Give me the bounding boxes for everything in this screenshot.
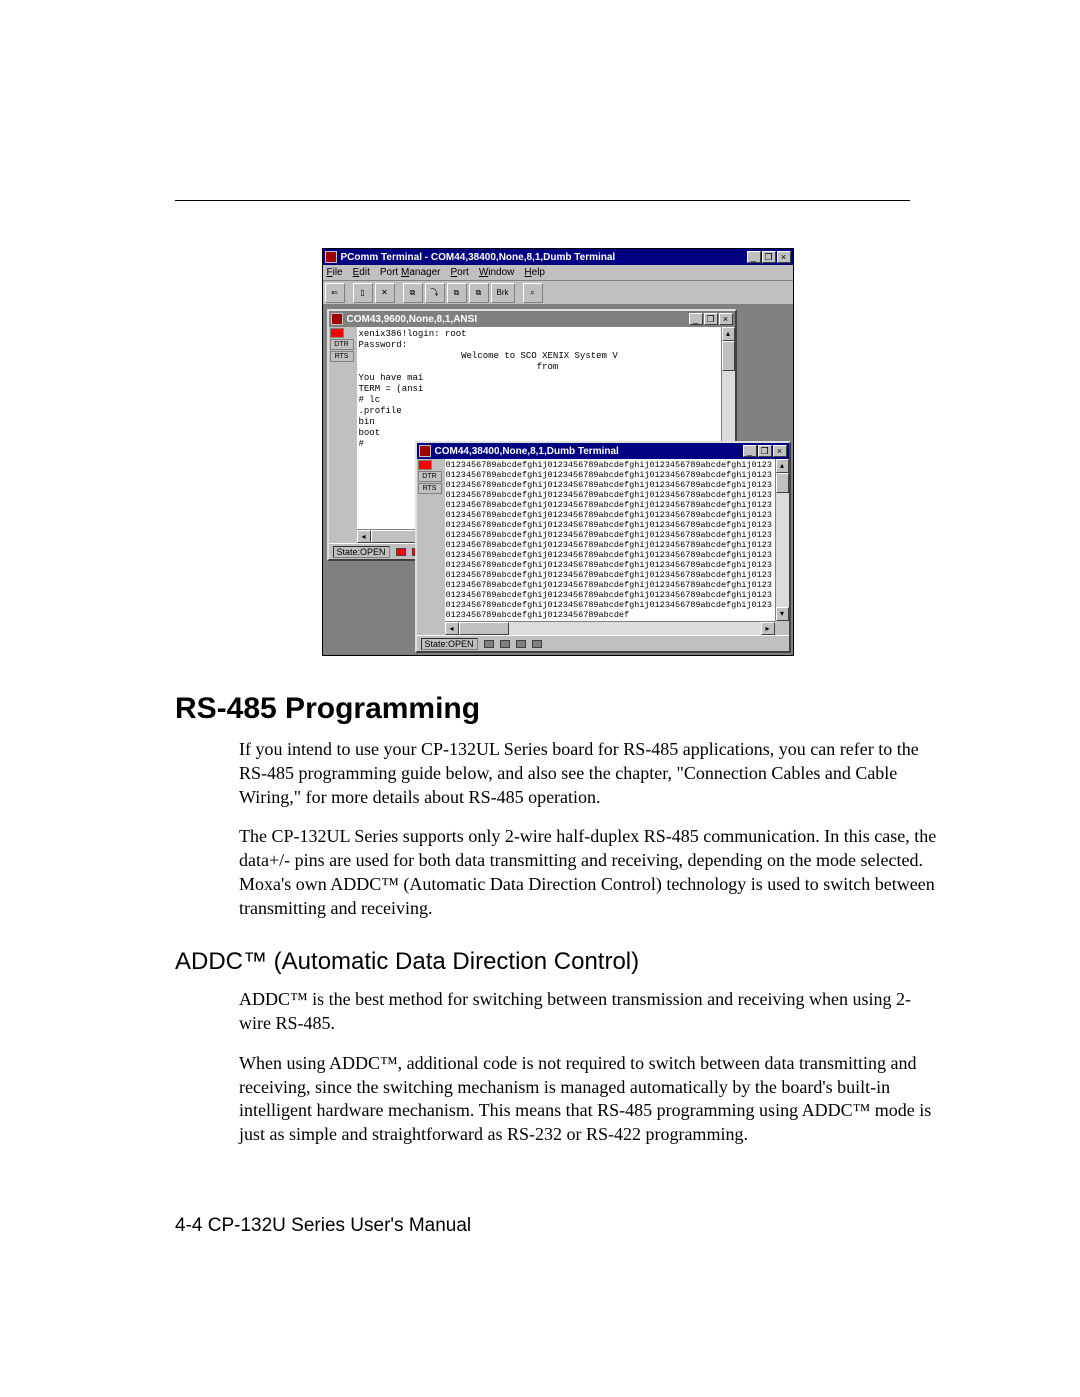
hscrollbar[interactable]: ◂ ▸ [445,621,775,635]
menu-help[interactable]: Help [524,267,545,278]
status-led-icon [532,640,542,648]
app-title: PComm Terminal - COM44,38400,None,8,1,Du… [341,252,747,263]
child-titlebar-com43[interactable]: COM43,9600,None,8,1,ANSI _ ❐ × [329,311,735,327]
header-rule [175,200,910,201]
menu-port[interactable]: Port [450,267,468,278]
scroll-left-icon[interactable]: ◂ [357,530,371,543]
scroll-down-icon[interactable]: ▾ [776,607,789,621]
side-label-dtr: DTR [330,339,354,350]
toolbar-btn-6[interactable]: ⧉ [447,283,467,303]
toolbar-btn-5[interactable]: ⤵ [425,283,445,303]
status-state: State:OPEN [333,546,390,558]
side-label-rts: RTS [330,351,354,362]
scroll-thumb-h[interactable] [459,622,509,635]
scroll-thumb[interactable] [722,341,735,371]
heading-addc: ADDC™ (Automatic Data Direction Control) [175,948,940,976]
menu-port-manager[interactable]: Port Manager [380,267,441,278]
scroll-up-icon[interactable]: ▴ [722,327,735,341]
toolbar-btn-7[interactable]: ⧉ [469,283,489,303]
scroll-left-icon[interactable]: ◂ [445,622,459,635]
scroll-corner [775,621,789,635]
toolbar: ⇐ ▯ ✕ ⧉ ⤵ ⧉ ⧉ Brk ⌕ [323,281,793,305]
status-led-icon [516,640,526,648]
status-led-icon [396,548,406,556]
screenshot-figure: PComm Terminal - COM44,38400,None,8,1,Du… [175,248,940,656]
led-red-icon [418,460,432,470]
maximize-button[interactable]: ❐ [762,251,776,263]
child-min-button[interactable]: _ [689,313,703,325]
menu-file[interactable]: File [327,267,343,278]
menubar: File Edit Port Manager Port Window Help [323,265,793,281]
toolbar-btn-4[interactable]: ⧉ [403,283,423,303]
toolbar-btn-brk[interactable]: Brk [491,283,515,303]
child-max-button[interactable]: ❐ [704,313,718,325]
child-title-com44: COM44,38400,None,8,1,Dumb Terminal [435,446,743,457]
app-icon [325,251,337,263]
child-max-button[interactable]: ❐ [758,445,772,457]
terminal-icon [419,445,431,457]
scroll-up-icon[interactable]: ▴ [776,459,789,473]
side-label-rts: RTS [418,483,442,494]
toolbar-btn-2[interactable]: ▯ [353,283,373,303]
page-root: PComm Terminal - COM44,38400,None,8,1,Du… [0,0,1080,1397]
menu-edit[interactable]: Edit [353,267,370,278]
child-titlebar-com44[interactable]: COM44,38400,None,8,1,Dumb Terminal _ ❐ × [417,443,789,459]
status-state: State:OPEN [421,638,478,650]
page-footer: 4-4 CP-132U Series User's Manual [175,1215,471,1237]
heading-rs485: RS-485 Programming [175,692,940,726]
minimize-button[interactable]: _ [747,251,761,263]
side-panel-com43: DTR RTS [329,327,357,543]
app-titlebar[interactable]: PComm Terminal - COM44,38400,None,8,1,Du… [323,249,793,265]
led-red-icon [330,328,344,338]
statusbar-com44: State:OPEN [417,635,789,651]
child-min-button[interactable]: _ [743,445,757,457]
app-window: PComm Terminal - COM44,38400,None,8,1,Du… [322,248,794,656]
scroll-thumb[interactable] [776,473,789,493]
para-2: The CP-132UL Series supports only 2-wire… [239,825,940,920]
toolbar-btn-8[interactable]: ⌕ [523,283,543,303]
child-close-button[interactable]: × [773,445,787,457]
child-window-com44[interactable]: COM44,38400,None,8,1,Dumb Terminal _ ❐ ×… [415,441,791,653]
side-label-dtr: DTR [418,471,442,482]
child-title-com43: COM43,9600,None,8,1,ANSI [347,314,689,325]
menu-window[interactable]: Window [479,267,515,278]
toolbar-btn-3[interactable]: ✕ [375,283,395,303]
scroll-right-icon[interactable]: ▸ [761,622,775,635]
para-3: ADDC™ is the best method for switching b… [239,988,940,1036]
toolbar-btn-1[interactable]: ⇐ [325,283,345,303]
terminal-icon [331,313,343,325]
child-close-button[interactable]: × [719,313,733,325]
para-1: If you intend to use your CP-132UL Serie… [239,738,940,809]
terminal-output-com44[interactable]: 0123456789abcdefghij0123456789abcdefghij… [445,459,775,621]
child-body-com44: DTR RTS 0123456789abcdefghij0123456789ab… [417,459,789,635]
mdi-area: COM43,9600,None,8,1,ANSI _ ❐ × DTR RTS [323,305,793,655]
status-led-icon [484,640,494,648]
side-panel-com44: DTR RTS [417,459,445,635]
para-4: When using ADDC™, additional code is not… [239,1052,940,1147]
close-button[interactable]: × [777,251,791,263]
vscrollbar[interactable]: ▴ ▾ [775,459,789,621]
status-led-icon [500,640,510,648]
